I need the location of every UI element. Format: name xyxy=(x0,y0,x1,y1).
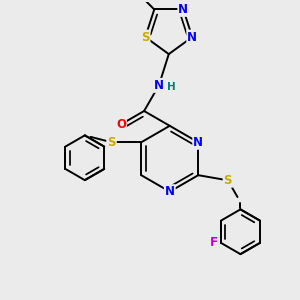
Text: O: O xyxy=(116,118,126,131)
Text: N: N xyxy=(193,136,203,149)
Text: N: N xyxy=(178,3,188,16)
Text: S: S xyxy=(141,31,150,44)
Text: S: S xyxy=(107,136,116,149)
Text: S: S xyxy=(224,174,232,187)
Text: H: H xyxy=(167,82,176,92)
Text: N: N xyxy=(154,79,164,92)
Text: F: F xyxy=(210,236,218,249)
Text: N: N xyxy=(165,185,175,198)
Text: N: N xyxy=(187,31,197,44)
